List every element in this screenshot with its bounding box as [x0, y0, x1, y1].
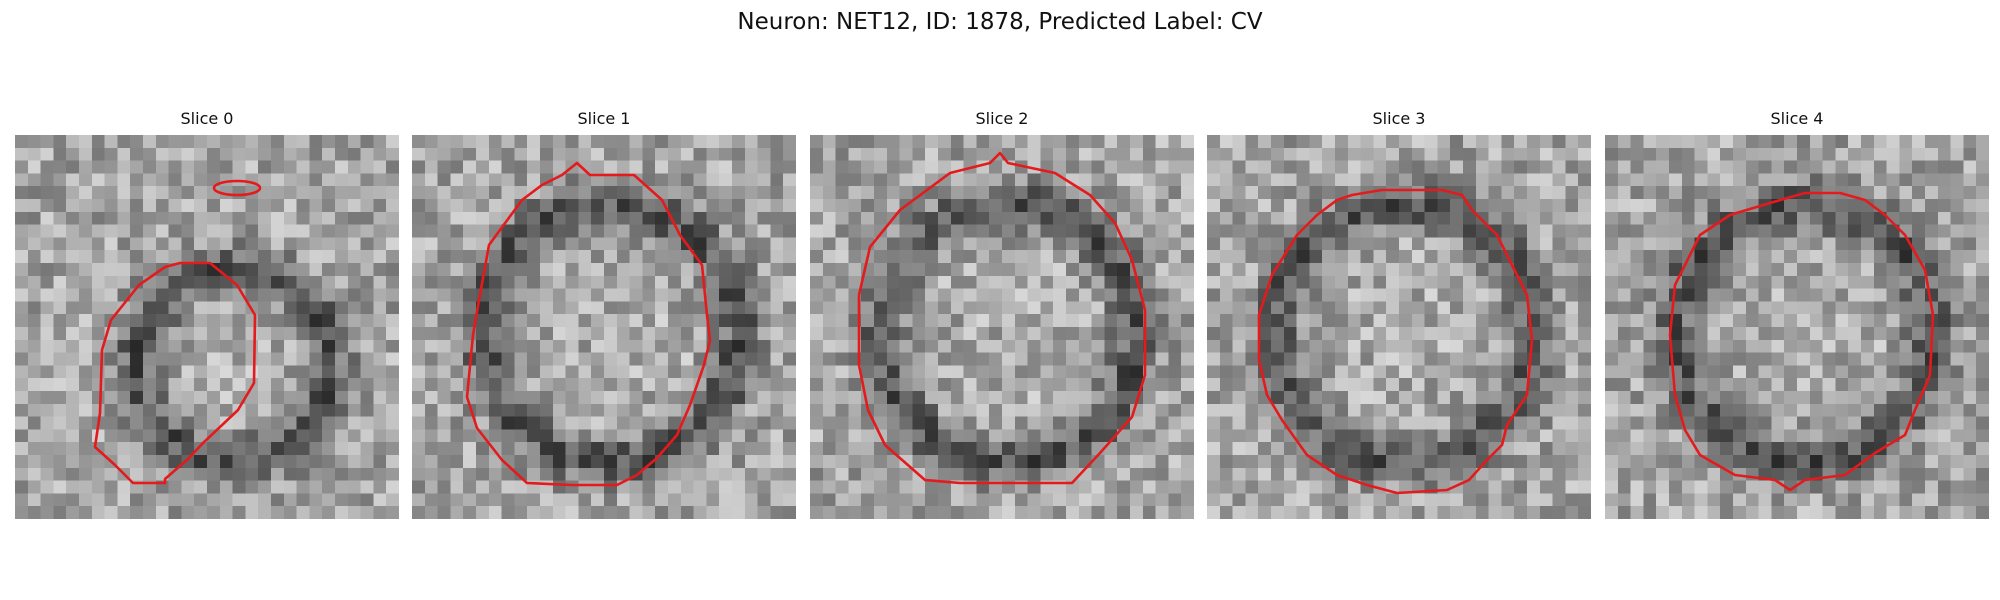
- cell-contour: [93, 261, 257, 485]
- cell-contour-overlay: [1257, 188, 1534, 495]
- slice-title: Slice 0: [180, 109, 234, 128]
- cell-contour: [465, 161, 712, 487]
- slice-panel-2: Slice 2: [810, 108, 1194, 519]
- microscopy-slice-image: [412, 135, 796, 519]
- slice-title: Slice 2: [975, 109, 1029, 128]
- cell-contour-overlay: [857, 151, 1147, 485]
- cell-contour: [857, 151, 1147, 485]
- slice-title: Slice 4: [1770, 109, 1824, 128]
- slice-panel-3: Slice 3: [1207, 108, 1591, 519]
- microscopy-slice-image: [1605, 135, 1989, 519]
- cell-contour-overlay: [465, 161, 712, 487]
- microscopy-slice-image: [15, 135, 399, 519]
- figure-title: Neuron: NET12, ID: 1878, Predicted Label…: [737, 9, 1263, 35]
- slice-title: Slice 1: [577, 109, 631, 128]
- slice-panel-4: Slice 4: [1605, 108, 1989, 519]
- slice-title: Slice 3: [1372, 109, 1426, 128]
- microscopy-slice-image: [810, 135, 1194, 519]
- cell-contour-overlay: [1668, 191, 1935, 492]
- grayscale-texture: [412, 135, 796, 519]
- microscopy-slice-image: [1207, 135, 1591, 519]
- grayscale-texture: [1605, 135, 1989, 519]
- slice-panel-0: Slice 0: [15, 108, 399, 519]
- small-contour: [212, 179, 262, 197]
- cell-contour: [1257, 188, 1534, 495]
- cell-contour-overlay: [93, 179, 262, 485]
- cell-contour: [1668, 191, 1935, 492]
- grayscale-texture: [15, 135, 399, 519]
- grayscale-texture: [810, 135, 1194, 519]
- slice-panel-1: Slice 1: [412, 108, 796, 519]
- grayscale-texture: [1207, 135, 1591, 519]
